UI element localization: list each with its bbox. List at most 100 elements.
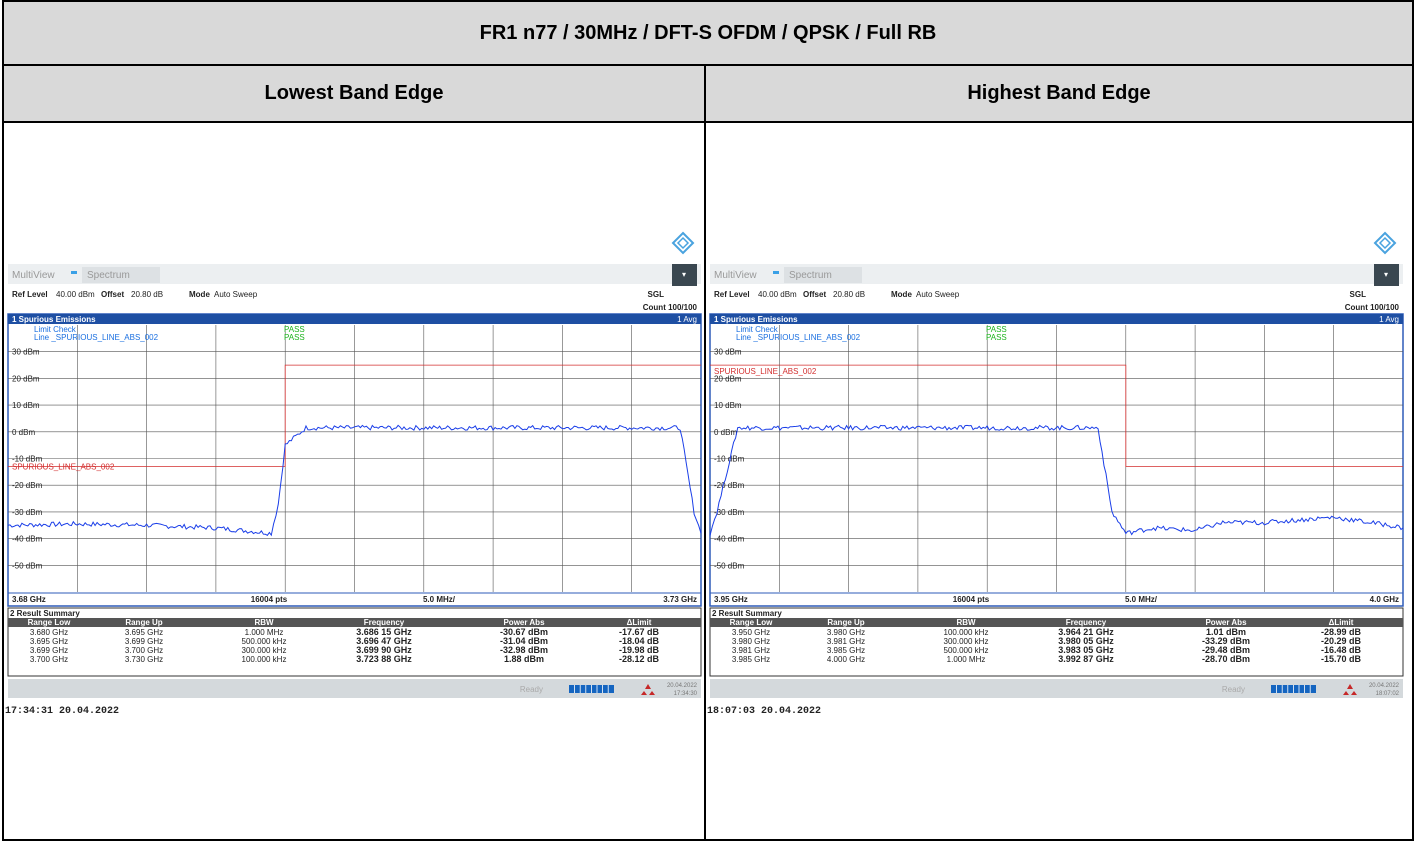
result-summary-title: 2 Result Summary <box>712 609 782 618</box>
rs-logo-diamond-outer <box>1373 231 1397 255</box>
line-result: PASS <box>284 333 305 342</box>
spurious-title-bar <box>8 314 701 324</box>
result-column-header: Power Abs <box>1205 618 1247 627</box>
window-menu-button[interactable] <box>672 264 697 286</box>
limit-check-label: Limit Check <box>736 325 779 334</box>
result-cell: -19.98 dB <box>619 645 660 655</box>
offset-value: 20.80 dB <box>131 290 163 299</box>
y-tick-label: 20 dBm <box>12 374 40 383</box>
result-column-header: Range Up <box>125 618 162 627</box>
highest-band-edge-cell: MultiView Spectrum ▾ Ref Level 40.00 dBm Offs… <box>704 121 1414 841</box>
sgl-label: SGL <box>648 290 665 299</box>
offset-label: Offset <box>101 290 124 299</box>
result-cell: -28.99 dB <box>1321 627 1362 637</box>
line-result: PASS <box>986 333 1007 342</box>
avg-label: 1 Avg <box>677 315 697 324</box>
x-stop-label: 4.0 GHz <box>1370 595 1399 604</box>
result-cell: 100.000 kHz <box>242 655 287 664</box>
result-cell: 3.695 GHz <box>125 628 163 637</box>
plot-grid <box>710 325 1403 592</box>
result-cell: 3.723 88 GHz <box>356 654 412 664</box>
result-cell: 3.983 05 GHz <box>1058 645 1114 655</box>
window-menu-icon[interactable]: ▾ <box>1384 270 1388 279</box>
y-tick-label: -30 dBm <box>714 508 745 517</box>
ref-level-value: 40.00 dBm <box>56 290 95 299</box>
y-tick-label: 10 dBm <box>12 401 40 410</box>
spectrum-trace <box>7 424 702 537</box>
result-header-bar <box>8 618 701 627</box>
ready-label: Ready <box>1222 685 1245 694</box>
result-cell: 3.700 GHz <box>30 655 68 664</box>
multiview-indicator-icon <box>71 271 77 274</box>
result-cell: -29.48 dBm <box>1202 645 1250 655</box>
result-column-header: ΔLimit <box>627 618 652 627</box>
report-title: FR1 n77 / 30MHz / DFT-S OFDM / QPSK / Fu… <box>2 0 1414 66</box>
multiview-label[interactable]: MultiView <box>12 270 55 281</box>
result-cell: 3.980 05 GHz <box>1058 636 1114 646</box>
status-time: 18:07:02 <box>1376 691 1400 697</box>
x-division-label: 5.0 MHz/ <box>1125 595 1158 604</box>
result-cell: 4.000 GHz <box>827 655 865 664</box>
result-cell: -20.29 dB <box>1321 636 1362 646</box>
result-cell: 3.695 GHz <box>30 637 68 646</box>
status-time: 17:34:30 <box>674 691 698 697</box>
result-column-header: RBW <box>956 618 976 627</box>
ready-label: Ready <box>520 685 543 694</box>
capture-timestamp: 17:34:31 20.04.2022 <box>5 706 119 717</box>
ref-level-label: Ref Level <box>714 290 750 299</box>
x-division-label: 5.0 MHz/ <box>423 595 456 604</box>
points-label: 16004 pts <box>953 595 990 604</box>
y-tick-label: -40 dBm <box>12 535 43 544</box>
result-cell: 3.981 GHz <box>827 637 865 646</box>
result-cell: 3.699 GHz <box>125 637 163 646</box>
highest-band-edge-heading: Highest Band Edge <box>704 64 1414 123</box>
y-tick-label: -10 dBm <box>714 455 745 464</box>
offset-value: 20.80 dB <box>833 290 865 299</box>
result-cell: 3.699 90 GHz <box>356 645 412 655</box>
spectrum-tab[interactable] <box>82 267 160 283</box>
result-cell: 3.980 GHz <box>732 637 770 646</box>
multiview-label[interactable]: MultiView <box>714 270 757 281</box>
y-tick-label: -20 dBm <box>714 481 745 490</box>
result-cell: -15.70 dB <box>1321 654 1362 664</box>
capture-timestamp: 18:07:03 20.04.2022 <box>707 706 821 717</box>
result-cell: 1.01 dBm <box>1206 627 1246 637</box>
result-cell: 1.88 dBm <box>504 654 544 664</box>
limit-line-label: SPURIOUS_LINE_ABS_002 <box>12 463 115 472</box>
result-column-header: Range Low <box>28 618 71 627</box>
result-cell: -30.67 dBm <box>500 627 548 637</box>
limit-line-label: SPURIOUS_LINE_ABS_002 <box>714 367 817 376</box>
ref-level-label: Ref Level <box>12 290 48 299</box>
limit-check-label: Limit Check <box>34 325 77 334</box>
spectrum-tab-label[interactable]: Spectrum <box>789 270 832 281</box>
y-tick-label: 0 dBm <box>12 428 35 437</box>
lowest-band-edge-heading: Lowest Band Edge <box>2 64 706 123</box>
result-cell: 100.000 kHz <box>944 628 989 637</box>
ref-level-value: 40.00 dBm <box>758 290 797 299</box>
spectrum-screenshot-highest: MultiView Spectrum ▾ Ref Level 40.00 dBm Offs… <box>707 231 1404 717</box>
result-cell: 1.000 MHz <box>245 628 284 637</box>
spectrum-tab-label[interactable]: Spectrum <box>87 270 130 281</box>
status-icon <box>641 684 655 695</box>
result-cell: 3.950 GHz <box>732 628 770 637</box>
y-tick-label: -30 dBm <box>12 508 43 517</box>
sgl-label: SGL <box>1350 290 1367 299</box>
points-label: 16004 pts <box>251 595 288 604</box>
y-tick-label: 30 dBm <box>12 348 40 357</box>
result-cell: 3.730 GHz <box>125 655 163 664</box>
result-column-header: RBW <box>254 618 274 627</box>
limit-line <box>710 364 1403 467</box>
result-cell: 300.000 kHz <box>242 646 287 655</box>
window-menu-icon[interactable]: ▾ <box>682 270 686 279</box>
result-cell: 3.700 GHz <box>125 646 163 655</box>
result-summary-title: 2 Result Summary <box>10 609 80 618</box>
window-menu-button[interactable] <box>1374 264 1399 286</box>
spectrum-tab[interactable] <box>784 267 862 283</box>
result-cell: -17.67 dB <box>619 627 660 637</box>
result-cell: 3.980 GHz <box>827 628 865 637</box>
x-start-label: 3.68 GHz <box>12 595 46 604</box>
result-cell: 3.985 GHz <box>732 655 770 664</box>
status-bar <box>8 679 701 698</box>
result-cell: -33.29 dBm <box>1202 636 1250 646</box>
